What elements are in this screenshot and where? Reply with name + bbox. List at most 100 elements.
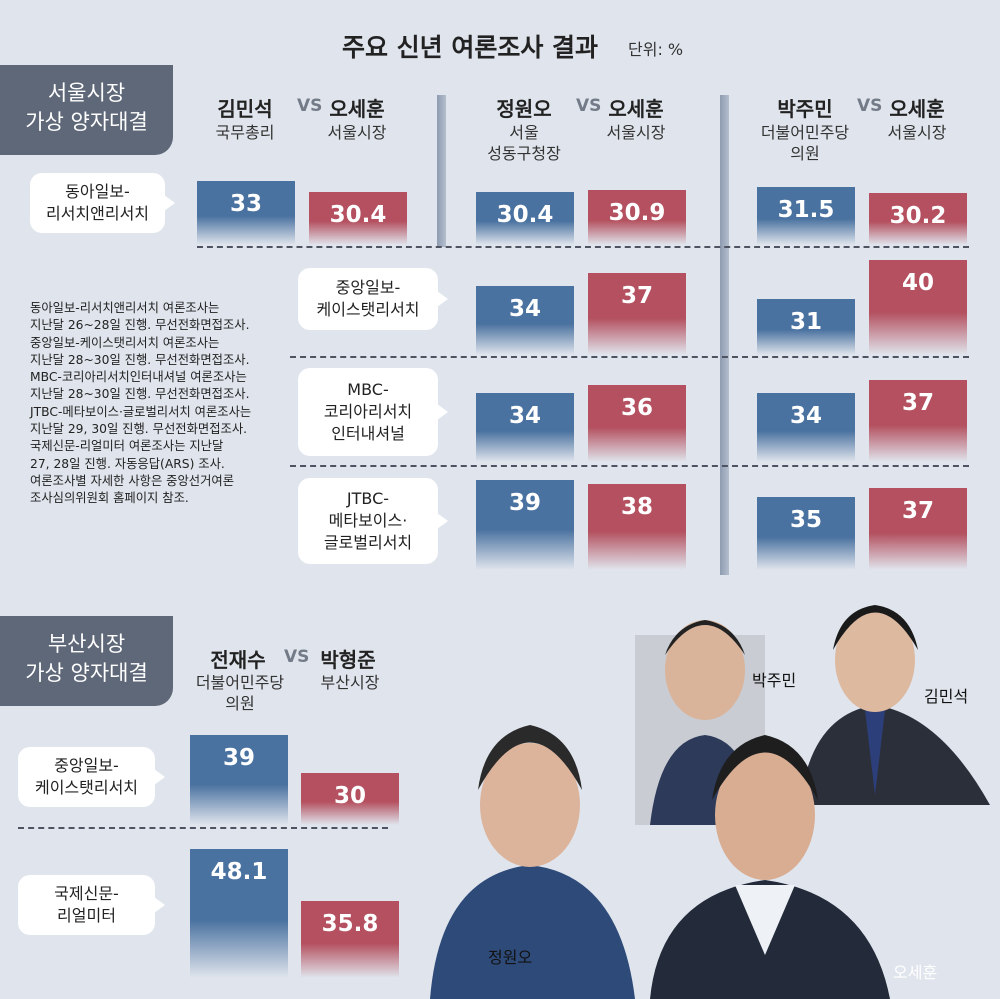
bar-incumbent: 35.8: [301, 901, 399, 978]
note-line: 지난달 29, 30일 진행. 무선전화면접조사.: [30, 422, 248, 437]
photo-caption: 정원오: [488, 948, 533, 967]
bar-value-label: 30.4: [329, 201, 387, 228]
unit-label: 단위: %: [628, 40, 684, 59]
bar-challenger: 34: [476, 286, 574, 355]
candidate-name: 정원오: [496, 97, 552, 121]
poll-source-label: JTBC- 메타보이스· 글로벌리서치: [298, 478, 448, 564]
bar-incumbent: 40: [869, 260, 967, 355]
photo-caption: 김민석: [924, 687, 969, 706]
candidate-name: 오세훈: [608, 97, 664, 121]
bar-incumbent: 30.4: [309, 191, 407, 245]
bar-incumbent: 38: [588, 484, 686, 570]
bar-value-label: 30.9: [608, 199, 666, 226]
candidate-name: 오세훈: [329, 97, 385, 121]
bar-value-label: 39: [508, 489, 541, 516]
poll-source-label: 중앙일보- 케이스탯리서치: [298, 268, 448, 330]
candidate-name: 김민석: [217, 97, 273, 121]
poll-source-label: MBC- 코리아리서치 인터내셔널: [298, 368, 448, 456]
candidate-title: 더불어민주당 의원: [195, 673, 285, 713]
bar-challenger: 48.1: [190, 848, 288, 978]
bar-value-label: 31.5: [777, 196, 835, 223]
note-line: 중앙일보-케이스탯리서치 여론조사는: [30, 335, 220, 350]
bar-incumbent: 36: [588, 384, 686, 462]
row-separator: [197, 246, 969, 248]
seoul-section-tag: 서울시장 가상 양자대결: [0, 65, 173, 155]
bar-value-label: 34: [789, 403, 822, 430]
candidate-name: 박주민: [777, 97, 833, 121]
candidate-name: 박형준: [320, 648, 376, 672]
bar-challenger: 34: [757, 393, 855, 462]
candidate-title: 국무총리: [215, 123, 275, 142]
photo-caption: 오세훈: [893, 963, 938, 982]
bar-value-label: 37: [901, 390, 934, 417]
bar-challenger: 30.4: [476, 191, 574, 245]
bar-value-label: 31: [789, 309, 822, 336]
candidate-title: 서울시장: [327, 123, 387, 142]
photo-kim-min-seok: [800, 605, 990, 805]
bar-value-label: 37: [901, 498, 934, 525]
vs-label: VS: [284, 647, 310, 667]
note-line: JTBC-메타보이스·글로벌리서치 여론조사는: [30, 404, 252, 419]
bar-value-label: 39: [222, 744, 255, 771]
candidate-name: 오세훈: [889, 97, 945, 121]
candidate-title: 서울 성동구청장: [487, 123, 561, 163]
bar-value-label: 36: [620, 394, 653, 421]
bar-value-label: 30: [333, 783, 366, 810]
candidate-title: 서울시장: [887, 123, 947, 142]
bar-incumbent: 37: [869, 488, 967, 570]
bar-value-label: 33: [229, 190, 262, 217]
poll-source-label: 국제신문- 리얼미터: [18, 875, 165, 935]
bar-value-label: 30.2: [889, 202, 947, 229]
bar-incumbent: 30.2: [869, 192, 967, 245]
row-separator: [290, 356, 969, 358]
bar-challenger: 39: [190, 734, 288, 825]
bar-incumbent: 37: [588, 273, 686, 355]
bar-incumbent: 37: [869, 380, 967, 462]
candidate-title: 부산시장: [320, 673, 380, 692]
row-separator: [290, 465, 969, 467]
bar-value-label: 35.8: [321, 911, 379, 938]
poll-source-label: 중앙일보- 케이스탯리서치: [18, 747, 165, 807]
candidate-photos: [430, 605, 990, 999]
candidate-title: 더불어민주당 의원: [760, 123, 850, 163]
bar-challenger: 39: [476, 479, 574, 570]
note-line: 여론조사별 자세한 사항은 중앙선거여론: [30, 473, 235, 488]
bar-incumbent: 30: [301, 773, 399, 825]
note-line: 조사심의위원회 홈페이지 참조.: [30, 491, 189, 506]
bar-value-label: 30.4: [496, 201, 554, 228]
bar-value-label: 48.1: [210, 858, 268, 885]
vs-label: VS: [857, 96, 883, 116]
poll-source-label: 동아일보- 리서치앤리서치: [30, 173, 175, 233]
bar-challenger: 31: [757, 299, 855, 355]
bar-value-label: 34: [508, 403, 541, 430]
photo-jeong-won-oh: [430, 725, 635, 999]
photo-caption: 박주민: [752, 671, 797, 690]
chart-title: 주요 신년 여론조사 결과: [341, 33, 599, 62]
bar-value-label: 37: [620, 283, 653, 310]
column-divider: [437, 95, 446, 247]
bar-value-label: 38: [620, 494, 653, 520]
photo-oh-se-hoon: [650, 735, 890, 999]
note-line: 동아일보-리서치앤리서치 여론조사는: [30, 301, 220, 315]
vs-label: VS: [576, 96, 602, 116]
vs-label: VS: [297, 96, 323, 116]
note-line: 지난달 28~30일 진행. 무선전화면접조사.: [30, 352, 250, 367]
note-line: 지난달 26~28일 진행. 무선전화면접조사.: [30, 318, 250, 333]
candidate-name: 전재수: [210, 648, 266, 672]
column-divider: [720, 95, 729, 575]
bar-value-label: 35: [789, 506, 822, 533]
row-separator: [18, 827, 388, 829]
bar-incumbent: 30.9: [588, 189, 686, 245]
bar-value-label: 40: [901, 270, 934, 297]
note-line: 지난달 28~30일 진행. 무선전화면접조사.: [30, 387, 250, 402]
busan-section-tag: 부산시장 가상 양자대결: [0, 616, 173, 706]
bar-challenger: 31.5: [757, 186, 855, 245]
bar-challenger: 33: [197, 180, 295, 245]
bar-value-label: 34: [508, 296, 541, 323]
bar-challenger: 34: [476, 393, 574, 462]
note-line: MBC-코리아리서치인터내셔널 여론조사는: [30, 370, 247, 385]
candidate-title: 서울시장: [606, 123, 666, 142]
note-line: 국제신문-리얼미터 여론조사는 지난달: [30, 439, 224, 454]
